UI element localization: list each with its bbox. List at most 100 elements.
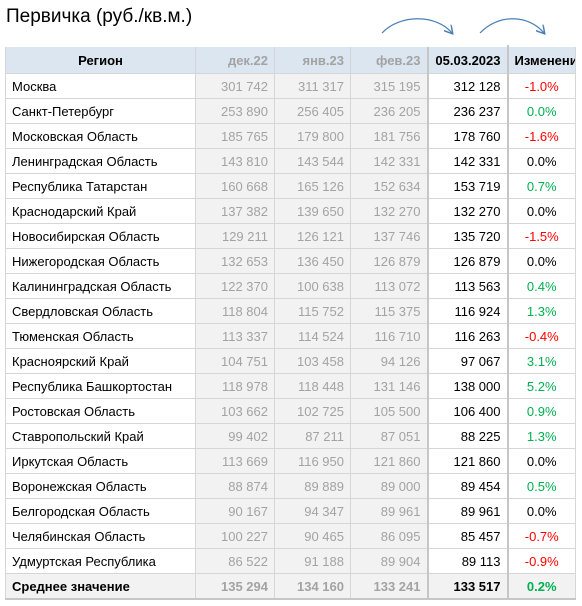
table-row: Нижегородская Область 132 653 136 450 126 8… bbox=[5, 248, 576, 274]
region-cell: Воронежская Область bbox=[5, 473, 196, 499]
dec22-cell: 129 211 bbox=[195, 223, 275, 249]
current-cell: 106 400 bbox=[426, 398, 509, 424]
current-cell: 138 000 bbox=[426, 373, 509, 399]
change-cell: 0.0% bbox=[507, 198, 576, 224]
current-cell: 126 879 bbox=[426, 248, 509, 274]
feb23-cell: 115 375 bbox=[350, 298, 428, 324]
region-cell: Красноярский Край bbox=[5, 348, 196, 374]
jan23-cell: 102 725 bbox=[274, 398, 351, 424]
change-cell: 5.2% bbox=[507, 373, 576, 399]
current-cell: 135 720 bbox=[426, 223, 509, 249]
table-body: Москва 301 742 311 317 315 195 312 128 -1.0% С… bbox=[5, 73, 576, 600]
table-row: Санкт-Петербург 253 890 256 405 236 205 236 … bbox=[5, 98, 576, 124]
dec22-cell: 122 370 bbox=[195, 273, 275, 299]
change-cell: 0.5% bbox=[507, 473, 576, 499]
jan23-cell: 89 889 bbox=[274, 473, 351, 499]
table-row: Новосибирская Область 129 211 126 121 137 7… bbox=[5, 223, 576, 249]
feb23-cell: 126 879 bbox=[350, 248, 428, 274]
region-cell: Краснодарский Край bbox=[5, 198, 196, 224]
jan23-cell: 311 317 bbox=[274, 73, 351, 99]
dec22-cell: 113 337 bbox=[195, 323, 275, 349]
region-cell: Свердловская Область bbox=[5, 298, 196, 324]
jan23-cell: 103 458 bbox=[274, 348, 351, 374]
region-cell: Республика Башкортостан bbox=[5, 373, 196, 399]
average-row: Среднее значение 135 294 134 160 133 241 133… bbox=[5, 573, 576, 600]
feb23-cell: 89 904 bbox=[350, 548, 428, 574]
dec22-cell: 90 167 bbox=[195, 498, 275, 524]
jan23-cell: 94 347 bbox=[274, 498, 351, 524]
dec22-cell: 86 522 bbox=[195, 548, 275, 574]
jan23-cell: 90 465 bbox=[274, 523, 351, 549]
region-cell: Московская Область bbox=[5, 123, 196, 149]
dec22-cell: 88 874 bbox=[195, 473, 275, 499]
feb23-cell: 131 146 bbox=[350, 373, 428, 399]
price-table: Регион дек.22 янв.23 фев.23 05.03.2023 И… bbox=[5, 45, 576, 600]
change-cell: 0.0% bbox=[507, 148, 576, 174]
jan23-cell: 126 121 bbox=[274, 223, 351, 249]
region-cell: Удмуртская Республика bbox=[5, 548, 196, 574]
current-cell: 153 719 bbox=[426, 173, 509, 199]
region-cell: Тюменская Область bbox=[5, 323, 196, 349]
table-row: Республика Башкортостан 118 978 118 448 131… bbox=[5, 373, 576, 399]
feb23-cell: 133 241 bbox=[350, 573, 428, 600]
jan23-cell: 256 405 bbox=[274, 98, 351, 124]
change-cell: -1.5% bbox=[507, 223, 576, 249]
table-row: Ленинградская Область 143 810 143 544 142 3… bbox=[5, 148, 576, 174]
table-row: Свердловская Область 118 804 115 752 115 37… bbox=[5, 298, 576, 324]
jan23-cell: 136 450 bbox=[274, 248, 351, 274]
region-cell: Москва bbox=[5, 73, 196, 99]
header-current: 05.03.2023 bbox=[426, 45, 509, 74]
region-cell: Калининградская Область bbox=[5, 273, 196, 299]
dec22-cell: 113 669 bbox=[195, 448, 275, 474]
feb23-cell: 113 072 bbox=[350, 273, 428, 299]
table-row: Ставропольский Край 99 402 87 211 87 051 88 … bbox=[5, 423, 576, 449]
feb23-cell: 105 500 bbox=[350, 398, 428, 424]
current-cell: 121 860 bbox=[426, 448, 509, 474]
current-cell: 89 454 bbox=[426, 473, 509, 499]
change-cell: -0.9% bbox=[507, 548, 576, 574]
table-row: Воронежская Область 88 874 89 889 89 000 89 … bbox=[5, 473, 576, 499]
dec22-cell: 118 804 bbox=[195, 298, 275, 324]
change-cell: 0.7% bbox=[507, 173, 576, 199]
current-cell: 113 563 bbox=[426, 273, 509, 299]
header-change: Изменение bbox=[507, 45, 576, 74]
dec22-cell: 301 742 bbox=[195, 73, 275, 99]
feb23-cell: 89 961 bbox=[350, 498, 428, 524]
region-cell: Ленинградская Область bbox=[5, 148, 196, 174]
change-cell: 1.3% bbox=[507, 423, 576, 449]
jan23-cell: 115 752 bbox=[274, 298, 351, 324]
jan23-cell: 118 448 bbox=[274, 373, 351, 399]
header-jan23: янв.23 bbox=[274, 45, 351, 74]
feb23-cell: 137 746 bbox=[350, 223, 428, 249]
page-title: Первичка (руб./кв.м.) bbox=[6, 6, 193, 27]
current-cell: 97 067 bbox=[426, 348, 509, 374]
region-cell: Иркутская Область bbox=[5, 448, 196, 474]
region-cell: Нижегородская Область bbox=[5, 248, 196, 274]
jan23-cell: 87 211 bbox=[274, 423, 351, 449]
table-row: Краснодарский Край 137 382 139 650 132 270 1… bbox=[5, 198, 576, 224]
feb23-cell: 315 195 bbox=[350, 73, 428, 99]
current-cell: 178 760 bbox=[426, 123, 509, 149]
dec22-cell: 132 653 bbox=[195, 248, 275, 274]
dec22-cell: 137 382 bbox=[195, 198, 275, 224]
region-cell: Челябинская Область bbox=[5, 523, 196, 549]
change-cell: 0.9% bbox=[507, 398, 576, 424]
change-cell: 1.3% bbox=[507, 298, 576, 324]
jan23-cell: 179 800 bbox=[274, 123, 351, 149]
dec22-cell: 160 668 bbox=[195, 173, 275, 199]
feb23-cell: 236 205 bbox=[350, 98, 428, 124]
current-cell: 88 225 bbox=[426, 423, 509, 449]
table-row: Тюменская Область 113 337 114 524 116 710 11… bbox=[5, 323, 576, 349]
current-cell: 312 128 bbox=[426, 73, 509, 99]
feb23-cell: 94 126 bbox=[350, 348, 428, 374]
feb23-cell: 142 331 bbox=[350, 148, 428, 174]
header-dec22: дек.22 bbox=[195, 45, 275, 74]
feb23-cell: 121 860 bbox=[350, 448, 428, 474]
dec22-cell: 253 890 bbox=[195, 98, 275, 124]
table-row: Удмуртская Республика 86 522 91 188 89 904 8… bbox=[5, 548, 576, 574]
dec22-cell: 103 662 bbox=[195, 398, 275, 424]
feb23-cell: 116 710 bbox=[350, 323, 428, 349]
change-cell: -1.6% bbox=[507, 123, 576, 149]
change-cell: -1.0% bbox=[507, 73, 576, 99]
change-cell: 0.0% bbox=[507, 248, 576, 274]
